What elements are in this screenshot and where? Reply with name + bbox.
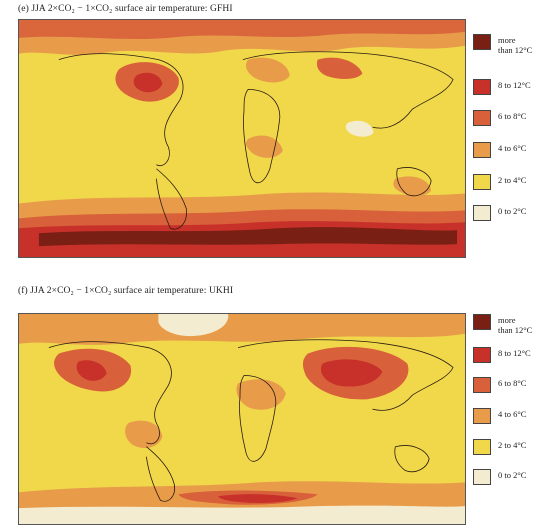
legend-label: 2 to 4°C [498, 440, 527, 450]
legend-item: more than 12°C [473, 30, 556, 56]
legend-label: 6 to 8°C [498, 111, 527, 121]
legend-label: 0 to 2°C [498, 470, 527, 480]
legend-item: 6 to 8°C [473, 106, 556, 132]
legend-swatch-8-to-12 [473, 347, 491, 363]
panel-gfhi: (e) JJA 2×CO₂ − 1×CO₂ surface air temper… [0, 0, 556, 262]
legend-label: 4 to 6°C [498, 143, 527, 153]
legend-swatch-more-than-12 [473, 314, 491, 330]
legend-item: 8 to 12°C [473, 75, 556, 101]
legend-label: 0 to 2°C [498, 206, 527, 216]
legend-item: 4 to 6°C [473, 404, 556, 430]
panel-title: (e) JJA 2×CO₂ − 1×CO₂ surface air temper… [18, 4, 233, 14]
legend-item: 2 to 4°C [473, 170, 556, 196]
legend-item: 6 to 8°C [473, 373, 556, 399]
legend-label: 6 to 8°C [498, 378, 527, 388]
legend-swatch-4-to-6 [473, 142, 491, 158]
legend-swatch-8-to-12 [473, 79, 491, 95]
legend-swatch-0-to-2 [473, 469, 491, 485]
legend-item: 2 to 4°C [473, 435, 556, 461]
legend-swatch-6-to-8 [473, 377, 491, 393]
temperature-map-gfhi [18, 19, 466, 258]
legend-swatch-2-to-4 [473, 174, 491, 190]
panel-ukhi: (f) JJA 2×CO₂ − 1×CO₂ surface air temper… [0, 266, 556, 528]
legend-item: 0 to 2°C [473, 201, 556, 227]
legend-label: 4 to 6°C [498, 409, 527, 419]
legend-swatch-6-to-8 [473, 110, 491, 126]
panel-title: (f) JJA 2×CO₂ − 1×CO₂ surface air temper… [18, 286, 234, 296]
legend-swatch-more-than-12 [473, 34, 491, 50]
legend-swatch-4-to-6 [473, 408, 491, 424]
legend-item: more than 12°C [473, 310, 556, 336]
temperature-map-ukhi [18, 313, 466, 525]
legend-item: 0 to 2°C [473, 465, 556, 491]
legend-swatch-2-to-4 [473, 439, 491, 455]
legend-label: more than 12°C [498, 315, 533, 335]
legend-swatch-0-to-2 [473, 205, 491, 221]
legend-label: 8 to 12°C [498, 80, 531, 90]
legend-item: 8 to 12°C [473, 343, 556, 369]
legend-label: more than 12°C [498, 35, 533, 55]
legend-label: 2 to 4°C [498, 175, 527, 185]
legend-item: 4 to 6°C [473, 138, 556, 164]
legend-label: 8 to 12°C [498, 348, 531, 358]
